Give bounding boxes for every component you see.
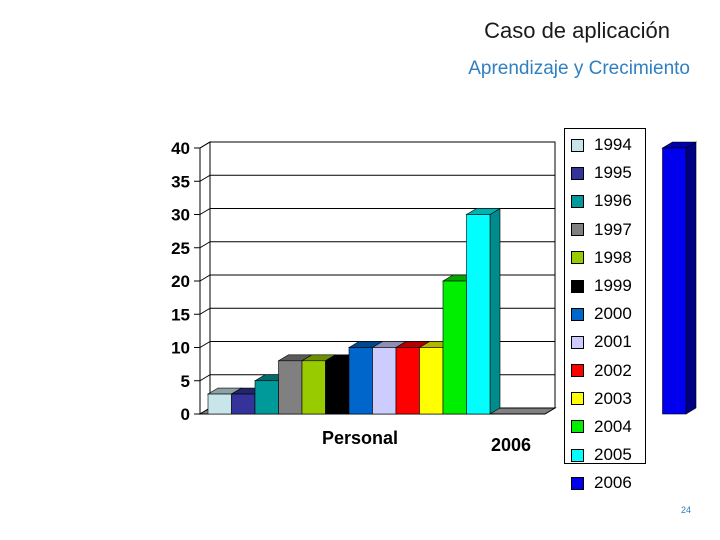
legend-item: 1998 — [565, 244, 645, 272]
legend-swatch — [571, 420, 584, 434]
gridline — [199, 241, 211, 249]
legend-label: 1996 — [594, 191, 632, 211]
chart-legend: 1994 1995 1996 1997 1998 1999 2000 2001 2002 2003… — [564, 128, 646, 492]
gridline — [199, 274, 211, 282]
legend-swatch — [571, 307, 584, 321]
y-tick-label: 0 — [181, 405, 190, 424]
legend-label: 1998 — [594, 247, 632, 267]
legend-swatch — [571, 364, 584, 378]
gridline — [199, 208, 211, 215]
legend-item: 2000 — [565, 300, 645, 328]
legend-label: 2000 — [594, 304, 632, 324]
bar-2005-Personal — [465, 207, 502, 415]
y-tick-label: 30 — [171, 206, 190, 225]
y-tick-label: 15 — [171, 305, 190, 324]
legend-label: 2005 — [594, 445, 632, 465]
legend-item: 2001 — [565, 328, 645, 356]
legend-item: 1994 — [565, 131, 645, 159]
legend-item: 2004 — [565, 413, 645, 441]
bar-2006-2006 — [661, 141, 698, 415]
legend-item: 2005 — [565, 441, 645, 469]
gridline — [199, 374, 211, 382]
y-tick-label: 25 — [171, 239, 190, 258]
y-tick-label: 40 — [171, 139, 190, 158]
legend-label: 2004 — [594, 416, 632, 436]
legend-swatch — [571, 448, 584, 462]
legend-item: 2006 — [565, 469, 645, 497]
legend-item: 2003 — [565, 385, 645, 413]
legend-swatch — [571, 476, 584, 490]
gridline — [199, 307, 211, 315]
y-tick-label: 10 — [171, 339, 190, 358]
legend-item: 1995 — [565, 159, 645, 187]
page-number: 24 — [681, 505, 692, 515]
legend-label: 2006 — [594, 473, 632, 493]
legend-item: 1996 — [565, 187, 645, 215]
legend-item: 1997 — [565, 216, 645, 244]
legend-label: 1999 — [594, 276, 632, 296]
legend-label: 1995 — [594, 163, 632, 183]
legend-swatch — [571, 392, 584, 406]
legend-item: 2002 — [565, 357, 645, 385]
x-category-label: Personal — [322, 428, 398, 448]
slide-subtitle: Aprendizaje y Crecimiento — [468, 58, 690, 79]
y-tick-label: 35 — [171, 172, 190, 191]
y-tick-label: 20 — [171, 272, 190, 291]
legend-label: 1994 — [594, 135, 632, 155]
legend-label: 2003 — [594, 388, 632, 408]
legend-item: 1999 — [565, 272, 645, 300]
legend-swatch — [571, 166, 584, 180]
slide-title: Caso de aplicación — [484, 18, 670, 43]
legend-label: 2001 — [594, 332, 632, 352]
legend-label: 2002 — [594, 360, 632, 380]
gridline — [199, 174, 211, 182]
x-category-label: 2006 — [491, 435, 531, 455]
legend-swatch — [571, 194, 584, 208]
gridline — [199, 341, 211, 348]
legend-label: 1997 — [594, 219, 632, 239]
legend-swatch — [571, 223, 584, 237]
legend-swatch — [571, 335, 584, 349]
y-tick-label: 5 — [181, 372, 190, 391]
legend-swatch — [571, 251, 584, 265]
gridline — [199, 141, 211, 149]
legend-swatch — [571, 138, 584, 152]
legend-swatch — [571, 279, 584, 293]
